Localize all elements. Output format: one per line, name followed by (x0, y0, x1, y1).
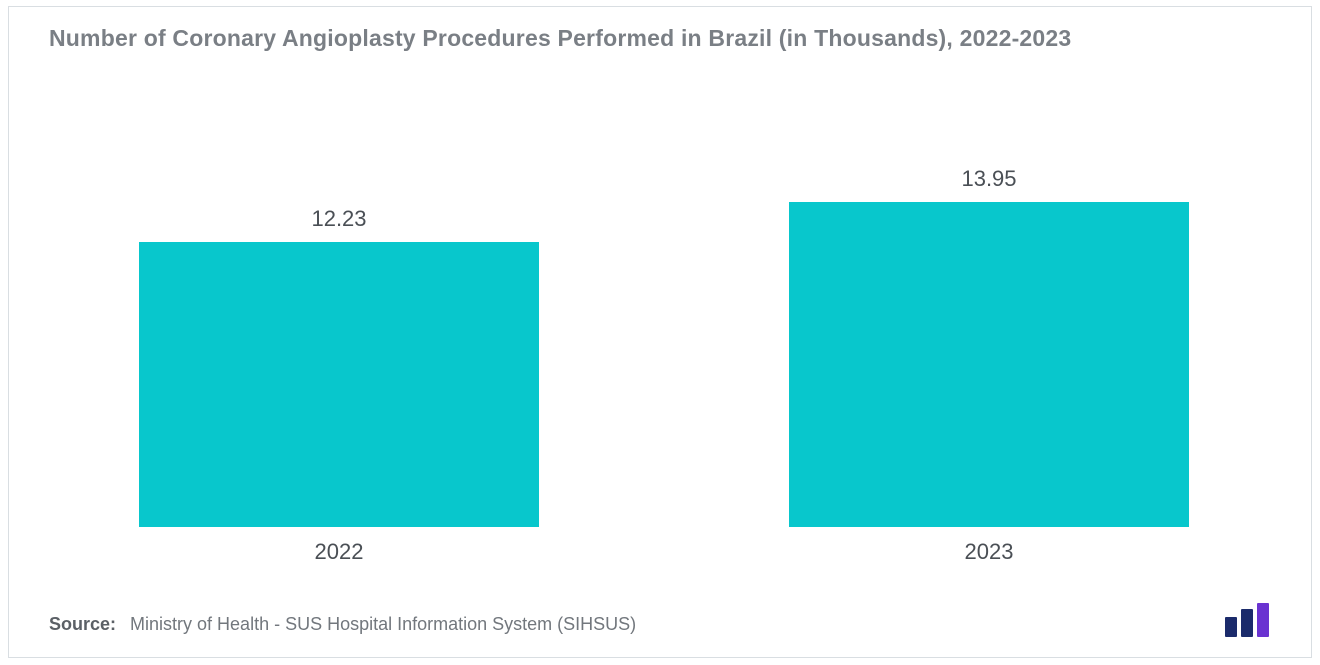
plot-area: 12.232022 13.952023 (129, 177, 1199, 527)
bar-value-label: 12.23 (139, 206, 539, 242)
bar-group: 12.232022 (139, 177, 539, 527)
bar-category-label: 2023 (789, 527, 1189, 565)
source-text: Ministry of Health - SUS Hospital Inform… (130, 614, 636, 635)
brand-logo (1223, 603, 1277, 637)
chart-frame: Number of Coronary Angioplasty Procedure… (8, 6, 1312, 658)
chart-title: Number of Coronary Angioplasty Procedure… (49, 25, 1269, 52)
brand-logo-icon (1223, 603, 1277, 637)
bar-group: 13.952023 (789, 177, 1189, 527)
bar-category-label: 2022 (139, 527, 539, 565)
source-label: Source: (49, 614, 116, 635)
bar: 12.23 (139, 242, 539, 527)
source-row: Source: Ministry of Health - SUS Hospita… (49, 614, 1269, 635)
bar: 13.95 (789, 202, 1189, 528)
bar-value-label: 13.95 (789, 166, 1189, 202)
title-wrap: Number of Coronary Angioplasty Procedure… (49, 25, 1269, 52)
